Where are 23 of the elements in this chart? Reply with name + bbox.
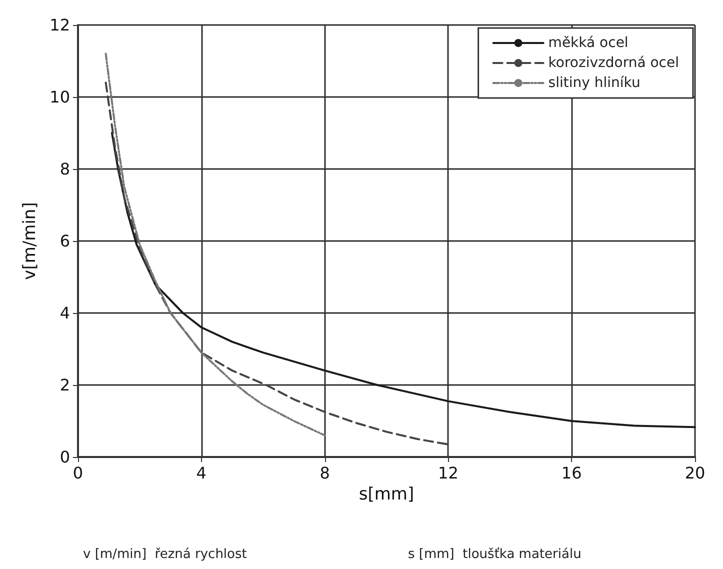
line-series bbox=[110, 132, 696, 428]
x-tick-label: 8 bbox=[320, 464, 330, 482]
y-tick-label: 8 bbox=[60, 160, 70, 178]
y-tick-label: 4 bbox=[60, 304, 70, 322]
legend-label: slitiny hliníku bbox=[548, 75, 640, 91]
x-tick-label: 4 bbox=[196, 464, 206, 482]
y-tick-label: 0 bbox=[60, 448, 70, 466]
y-tick-label: 10 bbox=[50, 88, 70, 106]
x-tick-label: 12 bbox=[438, 464, 458, 482]
y-axis-title: v[m/min] bbox=[20, 202, 40, 280]
x-tick-label: 20 bbox=[684, 464, 706, 482]
text: v [m/min] řezná rychlost bbox=[83, 547, 247, 562]
x-tick-label: 0 bbox=[72, 464, 84, 482]
x-axis-title: s[mm] bbox=[358, 484, 414, 504]
y-tick-label: 12 bbox=[50, 16, 70, 34]
legend-label: měkká ocel bbox=[548, 35, 628, 51]
legend-label: korozivzdorná ocel bbox=[548, 55, 680, 71]
line-series bbox=[104, 52, 326, 436]
line-series bbox=[104, 82, 450, 446]
x-tick-label: 16 bbox=[561, 464, 582, 482]
y-tick-label: 6 bbox=[60, 232, 70, 250]
text: s [mm] tloušťka materiálu bbox=[408, 547, 582, 562]
y-tick-label: 2 bbox=[60, 376, 70, 394]
